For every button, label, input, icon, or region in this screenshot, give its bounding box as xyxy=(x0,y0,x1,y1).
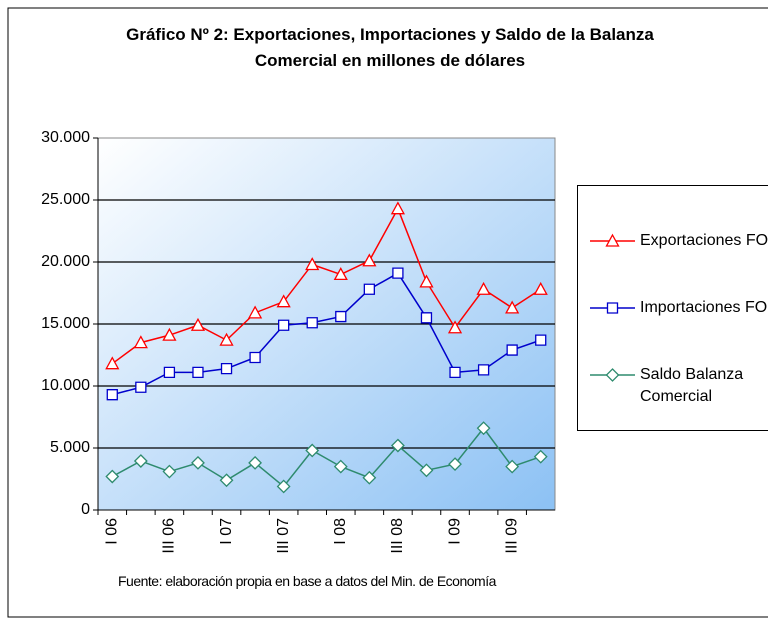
legend-label: Importaciones FOB xyxy=(640,299,768,316)
marker xyxy=(606,302,619,314)
series-line xyxy=(112,272,541,396)
y-tick-label: 25.000 xyxy=(41,191,90,208)
marker xyxy=(162,327,177,341)
marker xyxy=(363,283,375,295)
marker xyxy=(276,479,291,494)
marker xyxy=(420,312,433,324)
marker xyxy=(219,473,234,488)
series-line xyxy=(111,206,542,365)
legend-label: Exportaciones FOB xyxy=(640,232,768,249)
marker xyxy=(533,281,548,295)
marker xyxy=(135,381,147,393)
chart-title: Gráfico Nº 2: Exportaciones, Importacion… xyxy=(126,25,654,70)
source-note: Fuente: elaboración propia en base a dat… xyxy=(118,573,496,589)
x-tick-label: I 07 xyxy=(218,518,235,545)
x-tick-label: I 09 xyxy=(446,518,463,545)
series-line xyxy=(111,426,541,488)
marker xyxy=(105,469,120,484)
marker xyxy=(219,332,234,346)
marker xyxy=(163,366,176,379)
x-tick-label: III 07 xyxy=(275,518,292,554)
marker xyxy=(248,455,263,470)
x-tick-label: I 06 xyxy=(104,518,121,545)
marker xyxy=(533,449,548,464)
marker xyxy=(333,267,348,281)
marker xyxy=(605,368,620,382)
marker xyxy=(190,317,206,331)
marker xyxy=(249,351,261,364)
marker xyxy=(278,319,290,331)
marker xyxy=(192,366,204,379)
legend-label: Saldo Balanza Comercial xyxy=(640,366,744,405)
marker xyxy=(133,335,148,349)
y-tick-label: 20.000 xyxy=(41,253,90,270)
marker xyxy=(362,470,377,485)
marker xyxy=(305,443,320,458)
x-tick-label: III 09 xyxy=(503,518,520,554)
y-tick-label: 5.000 xyxy=(50,439,90,456)
marker xyxy=(605,233,620,247)
legend-markers xyxy=(590,233,635,382)
y-tick-label: 10.000 xyxy=(41,377,90,394)
marker xyxy=(535,334,547,346)
marker xyxy=(191,455,205,470)
marker xyxy=(448,457,462,472)
marker xyxy=(306,317,318,329)
marker xyxy=(447,320,463,334)
y-tick-label: 30.000 xyxy=(41,129,90,146)
marker xyxy=(247,305,263,319)
marker xyxy=(476,281,491,295)
marker xyxy=(335,310,347,323)
marker xyxy=(419,274,434,288)
outer-border xyxy=(7,7,768,618)
marker xyxy=(505,459,520,474)
marker xyxy=(162,464,177,479)
legend: Exportaciones FOB Importaciones FOB Saldo … xyxy=(577,185,768,431)
marker xyxy=(220,362,233,375)
marker xyxy=(133,454,148,468)
marker xyxy=(305,257,320,271)
marker xyxy=(419,463,434,478)
x-tick-label: I 08 xyxy=(332,518,349,545)
marker xyxy=(362,253,377,267)
marker xyxy=(390,438,405,453)
y-tick-label: 15.000 xyxy=(41,315,90,332)
x-tick-label: III 08 xyxy=(389,518,406,554)
x-tick-label: III 06 xyxy=(161,518,178,554)
marker xyxy=(333,459,348,474)
marker xyxy=(449,366,461,379)
marker xyxy=(276,294,291,308)
marker xyxy=(106,389,118,401)
marker xyxy=(477,364,490,376)
y-tick-label: 0 xyxy=(81,501,90,518)
marker xyxy=(105,356,120,370)
marker xyxy=(506,344,518,356)
marker xyxy=(505,300,520,314)
marker xyxy=(392,267,404,279)
marker xyxy=(476,421,491,436)
marker xyxy=(390,201,406,215)
